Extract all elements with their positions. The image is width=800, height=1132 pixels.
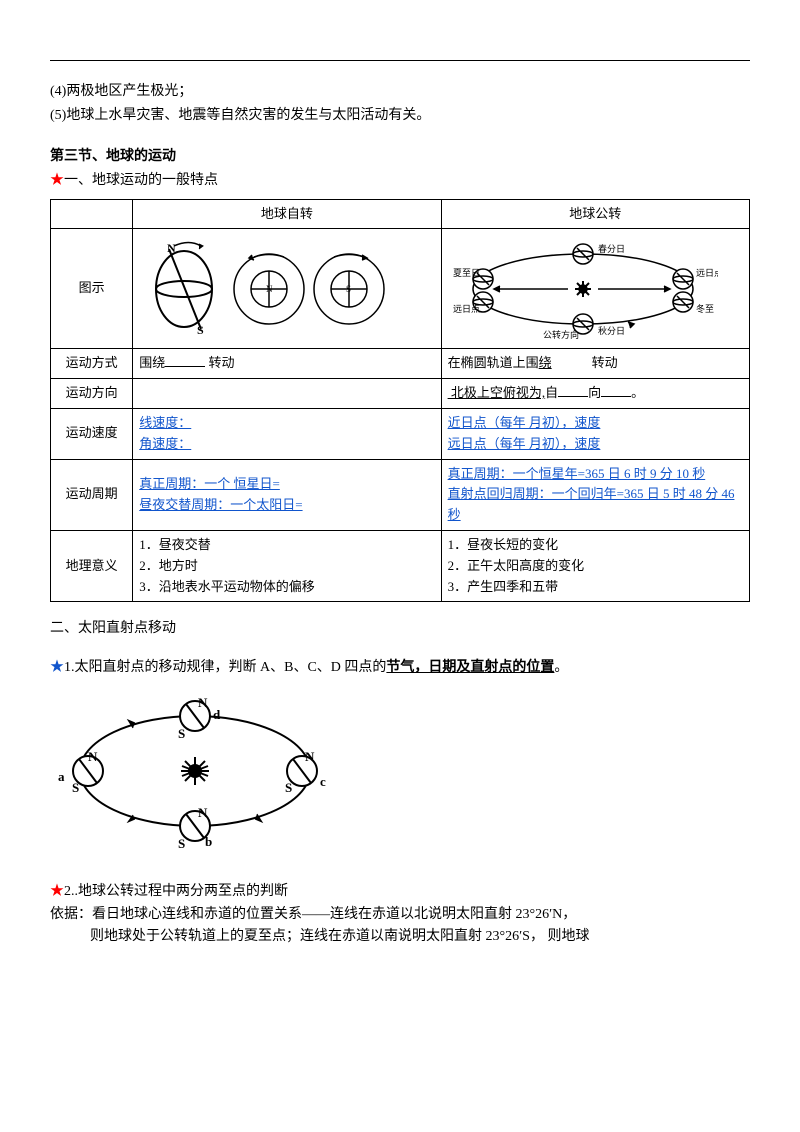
method-right: 在椭圆轨道上围绕转动 [441,349,749,379]
speed-left-1: 线速度： [139,415,191,430]
svg-text:秋分日: 秋分日 [598,325,625,336]
svg-text:S: S [346,284,351,294]
row-direction-label: 运动方向 [51,379,133,409]
subsection-2: 二、太阳直射点移动 [50,618,750,640]
period-right-1: 真正周期：一个恒星年=365 日 6 时 9 分 10 秒 [448,466,706,481]
svg-text:N: N [198,695,208,710]
meaning-right: 1．昼夜长短的变化 2．正午太阳高度的变化 3．产生四季和五带 [441,530,749,601]
svg-text:d: d [213,707,221,722]
meaning-right-3: 3．产生四季和五带 [448,577,743,598]
meaning-right-1: 1．昼夜长短的变化 [448,535,743,556]
row-meaning-label: 地理意义 [51,530,133,601]
earth-motion-table: 地球自转 地球公转 图示 N S [50,199,750,603]
meaning-left-2: 2．地方时 [139,556,434,577]
svg-text:远日点: 远日点 [696,268,718,278]
meaning-left-3: 3．沿地表水平运动物体的偏移 [139,577,434,598]
paragraph-5: (5)地球上水旱灾害、地震等自然灾害的发生与太阳活动有关。 [50,105,750,127]
svg-text:N: N [266,284,273,294]
meaning-left-1: 1．昼夜交替 [139,535,434,556]
row-speed-label: 运动速度 [51,408,133,459]
svg-text:冬至: 冬至 [696,303,714,314]
row-diagram-label: 图示 [51,229,133,349]
star-icon: ★ [50,884,64,899]
svg-text:S: S [178,726,185,741]
star-icon: ★ [50,173,64,188]
star-icon: ★ [50,660,64,675]
svg-text:S: S [178,836,185,851]
row-method-label: 运动方式 [51,349,133,379]
q1-post: 。 [554,660,568,675]
row-period-label: 运动周期 [51,459,133,530]
section-3-title: 第三节、地球的运动 [50,146,750,168]
rotation-diagram: N S N S [139,234,389,344]
question-1: ★1.太阳直射点的移动规律，判断 A、B、C、D 四点的节气，日期及直射点的位置… [50,657,750,679]
svg-text:N: N [305,749,315,764]
period-right-2: 直射点回归周期：一个回归年=365 日 5 时 48 分 46 秒 [448,486,735,522]
q2-line2: 则地球处于公转轨道上的夏至点；连线在赤道以南说明太阳直射 23°26′S， 则地… [50,926,750,948]
th-revolution: 地球公转 [441,199,749,229]
rotation-diagram-cell: N S N S [133,229,441,349]
subsection-1: ★一、地球运动的一般特点 [50,170,750,192]
svg-text:S: S [285,780,292,795]
revolution-diagram-cell: 春分日 远日点 夏至日 远日点 冬至 秋分日 公转方向 [441,229,749,349]
svg-text:N: N [198,805,208,820]
method-left: 围绕 转动 [133,349,441,379]
q1-pre: 1.太阳直射点的移动规律，判断 A、B、C、D 四点的 [64,660,386,675]
speed-right: 近日点（每年 月初），速度 远日点（每年 月初），速度 [441,408,749,459]
svg-text:b: b [205,834,212,849]
orbit-diagram: N S d N S b N S a N S c [50,691,340,851]
svg-text:c: c [320,774,326,789]
svg-text:公转方向: 公转方向 [543,329,579,340]
question-2: ★2..地球公转过程中两分两至点的判断 [50,881,750,903]
speed-left-2: 角速度： [139,436,191,451]
speed-right-2: 远日点（每年 月初），速度 [448,436,601,451]
th-rotation: 地球自转 [133,199,441,229]
meaning-right-2: 2．正午太阳高度的变化 [448,556,743,577]
speed-right-1: 近日点（每年 月初），速度 [448,415,601,430]
svg-text:N: N [167,241,176,255]
header-rule [50,60,750,61]
meaning-left: 1．昼夜交替 2．地方时 3．沿地表水平运动物体的偏移 [133,530,441,601]
period-right: 真正周期：一个恒星年=365 日 6 时 9 分 10 秒 直射点回归周期：一个… [441,459,749,530]
period-left-1: 真正周期：一个 恒星日= [139,476,280,491]
svg-text:a: a [58,769,65,784]
q2-line1: 依据：看日地球心连线和赤道的位置关系——连线在赤道以北说明太阳直射 23°26′… [50,904,750,926]
paragraph-4: (4)两极地区产生极光； [50,81,750,103]
svg-text:夏至日: 夏至日 [453,268,480,278]
svg-text:S: S [72,780,79,795]
svg-text:春分日: 春分日 [598,243,625,254]
period-left-2: 昼夜交替周期：一个太阳日= [139,497,302,512]
svg-text:N: N [88,749,98,764]
direction-left [133,379,441,409]
th-blank [51,199,133,229]
q1-underline: 节气，日期及直射点的位置 [386,660,554,675]
speed-left: 线速度： 角速度： [133,408,441,459]
sub1-text: 一、地球运动的一般特点 [64,173,218,188]
direction-right: 北极上空俯视为,自向。 [441,379,749,409]
q2-text: 2..地球公转过程中两分两至点的判断 [64,884,288,899]
orbit-diagram-container: N S d N S b N S a N S c [50,691,750,851]
svg-text:S: S [197,323,204,337]
svg-text:远日点: 远日点 [453,304,480,314]
revolution-diagram: 春分日 远日点 夏至日 远日点 冬至 秋分日 公转方向 [448,234,718,344]
period-left: 真正周期：一个 恒星日= 昼夜交替周期：一个太阳日= [133,459,441,530]
